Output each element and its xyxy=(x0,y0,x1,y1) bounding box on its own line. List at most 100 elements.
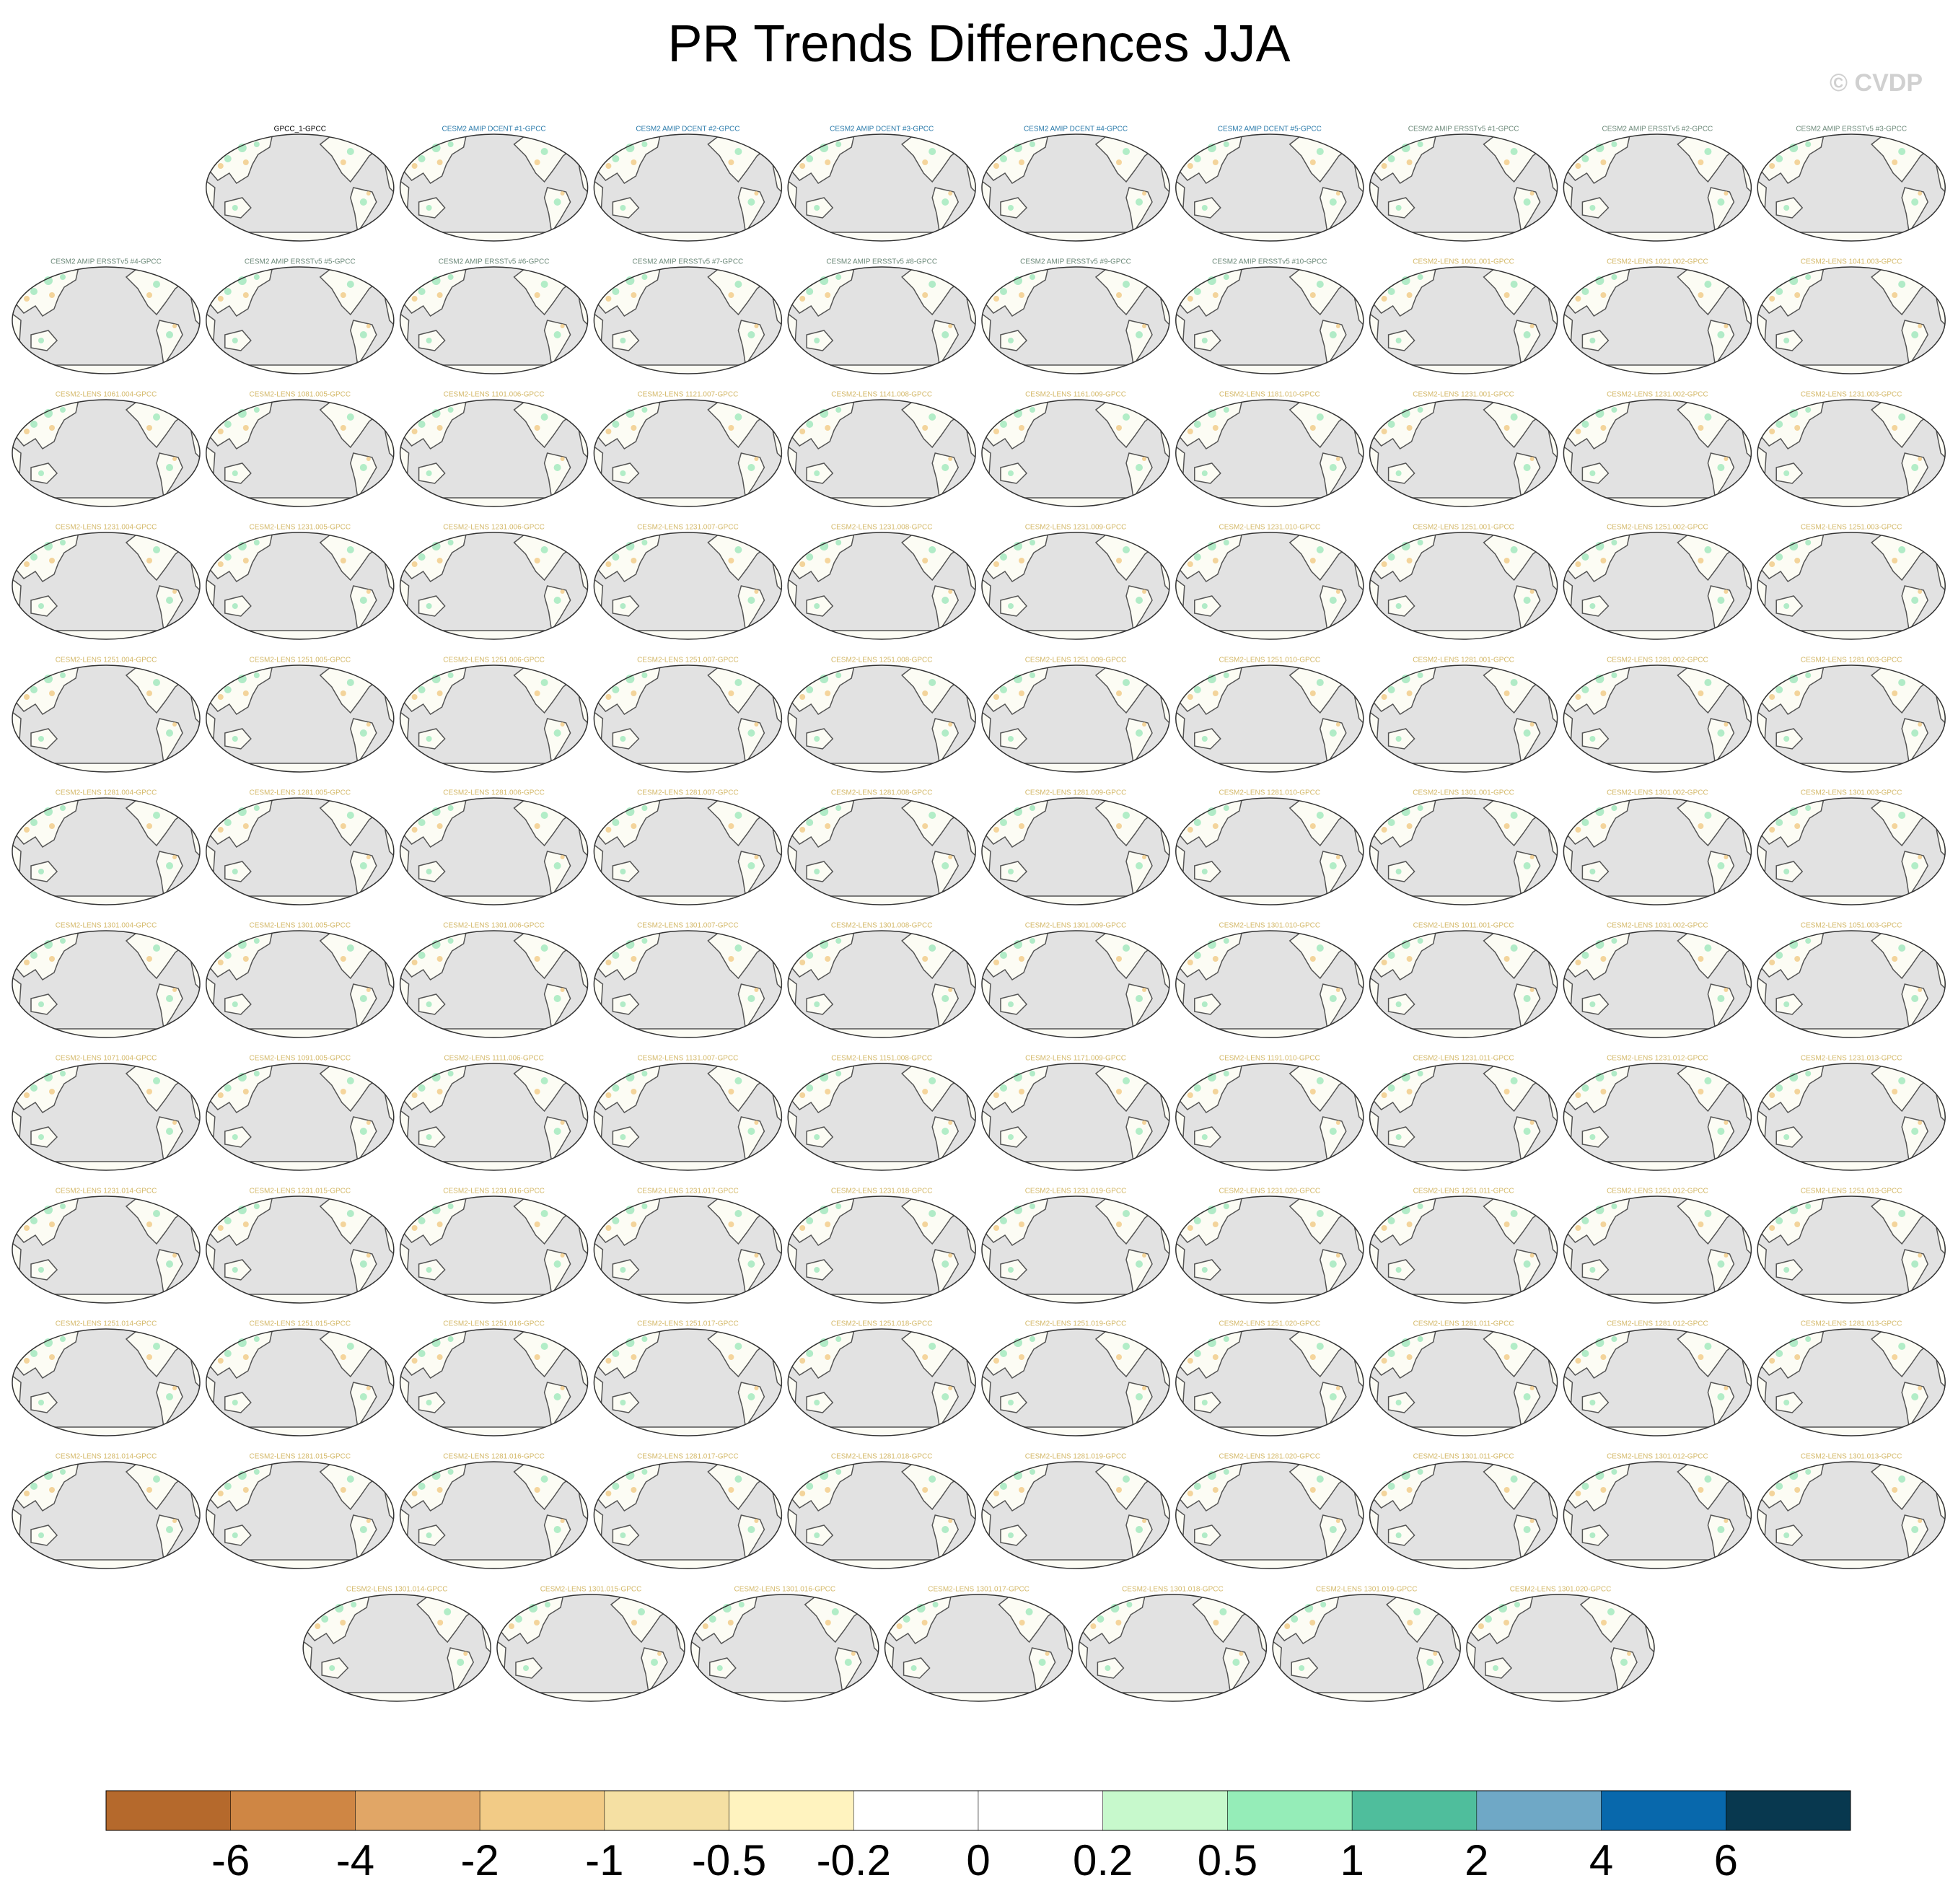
map xyxy=(1169,665,1371,776)
map xyxy=(1363,665,1565,776)
panel-title: CESM2-LENS 1071.004-GPCC xyxy=(56,1055,157,1063)
figure-title: PR Trends Differences JJA xyxy=(667,15,1290,73)
map-panel: CESM2-LENS 1231.018-GPCC xyxy=(781,1188,983,1307)
map-panel: CESM2-LENS 1231.015-GPCC xyxy=(199,1188,401,1307)
map-panel: CESM2-LENS 1091.005-GPCC xyxy=(199,1055,401,1175)
panel-title: CESM2-LENS 1231.002-GPCC xyxy=(1607,391,1708,399)
map xyxy=(587,532,789,644)
map-panel: CESM2 AMIP ERSSTv5 #4-GPCC xyxy=(5,258,207,378)
panel-title: CESM2-LENS 1161.009-GPCC xyxy=(1025,391,1126,399)
panel-title: CESM2-LENS 1251.016-GPCC xyxy=(443,1320,545,1328)
map xyxy=(1556,798,1758,909)
map xyxy=(781,931,983,1042)
map xyxy=(587,931,789,1042)
map-panel: CESM2-LENS 1301.018-GPCC xyxy=(1071,1586,1273,1706)
map-panel: CESM2-LENS 1081.005-GPCC xyxy=(199,391,401,511)
map xyxy=(781,532,983,644)
map xyxy=(781,1063,983,1175)
panel-title: CESM2-LENS 1281.018-GPCC xyxy=(831,1453,933,1461)
map xyxy=(1750,532,1952,644)
map-panel: CESM2-LENS 1281.018-GPCC xyxy=(781,1453,983,1573)
map xyxy=(199,1196,401,1307)
map-panel: CESM2-LENS 1301.019-GPCC xyxy=(1265,1586,1467,1706)
panel-title: CESM2-LENS 1251.018-GPCC xyxy=(831,1320,933,1328)
map-panel: CESM2-LENS 1301.004-GPCC xyxy=(5,922,207,1042)
map-panel: CESM2-LENS 1251.015-GPCC xyxy=(199,1320,401,1440)
map xyxy=(975,134,1177,245)
map xyxy=(393,134,595,245)
panel-title: CESM2-LENS 1121.007-GPCC xyxy=(637,391,738,399)
colorbar-box xyxy=(1726,1790,1851,1831)
map xyxy=(1556,1329,1758,1440)
map xyxy=(781,1462,983,1573)
panel-title: CESM2-LENS 1301.003-GPCC xyxy=(1801,789,1902,797)
map-panel: CESM2 AMIP ERSSTv5 #7-GPCC xyxy=(587,258,789,378)
map-panel: CESM2-LENS 1301.010-GPCC xyxy=(1169,922,1371,1042)
panel-title: CESM2-LENS 1011.001-GPCC xyxy=(1413,922,1514,930)
panel-title: CESM2-LENS 1301.007-GPCC xyxy=(637,922,739,930)
panel-title: CESM2-LENS 1091.005-GPCC xyxy=(249,1055,351,1063)
map xyxy=(587,1329,789,1440)
panel-title: CESM2-LENS 1251.005-GPCC xyxy=(249,657,351,664)
map-panel: CESM2-LENS 1001.001-GPCC xyxy=(1363,258,1565,378)
map-panel: CESM2-LENS 1281.017-GPCC xyxy=(587,1453,789,1573)
panel-title: CESM2-LENS 1281.001-GPCC xyxy=(1413,657,1514,664)
panel-title: CESM2-LENS 1251.017-GPCC xyxy=(637,1320,739,1328)
map xyxy=(1556,665,1758,776)
map xyxy=(975,798,1177,909)
map xyxy=(5,931,207,1042)
panel-title: CESM2-LENS 1281.005-GPCC xyxy=(249,789,351,797)
map-panel: CESM2-LENS 1061.004-GPCC xyxy=(5,391,207,511)
map-panel: CESM2-LENS 1281.005-GPCC xyxy=(199,789,401,909)
map xyxy=(393,267,595,378)
map-panel: CESM2-LENS 1251.005-GPCC xyxy=(199,657,401,776)
panel-title: CESM2-LENS 1301.008-GPCC xyxy=(831,922,933,930)
panel-title: CESM2-LENS 1251.004-GPCC xyxy=(56,657,157,664)
panel-title: CESM2-LENS 1281.009-GPCC xyxy=(1025,789,1127,797)
panel-title: CESM2 AMIP DCENT #1-GPCC xyxy=(442,126,546,133)
panel-title: CESM2-LENS 1301.014-GPCC xyxy=(346,1586,448,1594)
panel-title: CESM2-LENS 1251.019-GPCC xyxy=(1025,1320,1127,1328)
panel-title: CESM2-LENS 1281.002-GPCC xyxy=(1607,657,1708,664)
map-panel: CESM2 AMIP DCENT #1-GPCC xyxy=(393,126,595,245)
map-panel: CESM2-LENS 1141.008-GPCC xyxy=(781,391,983,511)
colorbar-box xyxy=(604,1790,729,1831)
map xyxy=(781,267,983,378)
map xyxy=(199,931,401,1042)
map-panel: CESM2 AMIP ERSSTv5 #10-GPCC xyxy=(1169,258,1371,378)
map xyxy=(781,134,983,245)
colorbar-label: -2 xyxy=(460,1836,499,1885)
map-panel: CESM2-LENS 1301.005-GPCC xyxy=(199,922,401,1042)
map xyxy=(1265,1594,1467,1706)
map-panel: CESM2 AMIP ERSSTv5 #6-GPCC xyxy=(393,258,595,378)
map-panel: CESM2-LENS 1281.004-GPCC xyxy=(5,789,207,909)
panel-title: CESM2-LENS 1281.016-GPCC xyxy=(443,1453,545,1461)
panel-title: CESM2 AMIP DCENT #3-GPCC xyxy=(830,126,934,133)
panel-title: CESM2 AMIP ERSSTv5 #6-GPCC xyxy=(439,258,550,266)
map xyxy=(1363,532,1565,644)
map-panel: CESM2-LENS 1281.001-GPCC xyxy=(1363,657,1565,776)
map xyxy=(1169,532,1371,644)
panel-title: CESM2 AMIP ERSSTv5 #2-GPCC xyxy=(1602,126,1713,133)
map-panel: CESM2-LENS 1251.011-GPCC xyxy=(1363,1188,1565,1307)
panel-title: CESM2 AMIP DCENT #2-GPCC xyxy=(636,126,739,133)
panel-title: CESM2-LENS 1191.010-GPCC xyxy=(1219,1055,1320,1063)
map xyxy=(393,1063,595,1175)
map-panel: CESM2-LENS 1151.008-GPCC xyxy=(781,1055,983,1175)
map xyxy=(1750,1462,1952,1573)
panel-title: CESM2-LENS 1031.002-GPCC xyxy=(1607,922,1708,930)
map xyxy=(199,134,401,245)
panel-title: CESM2-LENS 1231.004-GPCC xyxy=(56,524,157,532)
map-panel: CESM2-LENS 1161.009-GPCC xyxy=(975,391,1177,511)
map xyxy=(199,400,401,511)
map-panel: CESM2-LENS 1231.004-GPCC xyxy=(5,524,207,644)
map xyxy=(1169,1063,1371,1175)
colorbar-label: -1 xyxy=(585,1836,623,1885)
map-panel: CESM2-LENS 1231.020-GPCC xyxy=(1169,1188,1371,1307)
map-panel: CESM2-LENS 1301.001-GPCC xyxy=(1363,789,1565,909)
map-panel: CESM2-LENS 1301.014-GPCC xyxy=(296,1586,498,1706)
panel-title: CESM2-LENS 1251.013-GPCC xyxy=(1801,1188,1902,1196)
map-panel: CESM2-LENS 1021.002-GPCC xyxy=(1556,258,1758,378)
map xyxy=(5,665,207,776)
map-panel: CESM2-LENS 1171.009-GPCC xyxy=(975,1055,1177,1175)
